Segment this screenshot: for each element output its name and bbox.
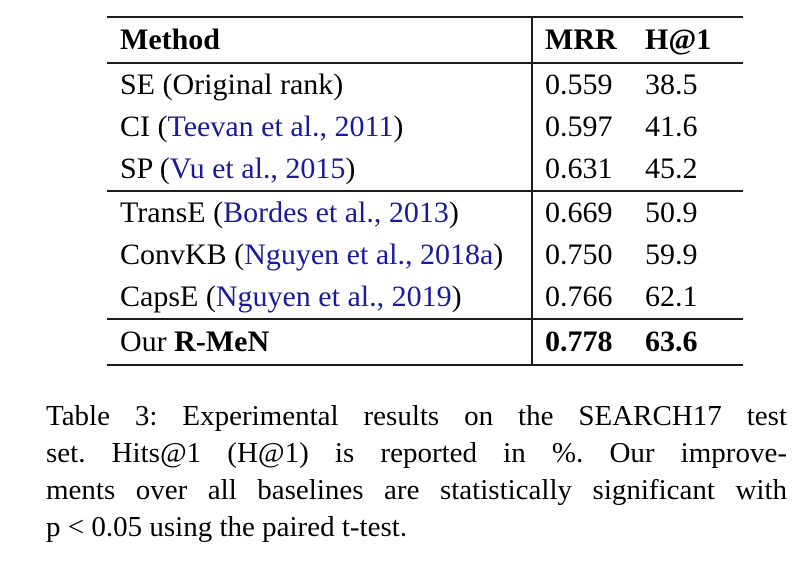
- h1-value: 63.6: [645, 325, 698, 358]
- caption-line: ments over all baselines are statistical…: [46, 474, 787, 506]
- header-method: Method: [107, 18, 533, 62]
- method-cell: CI (Teevan et al., 2011): [107, 106, 533, 148]
- method-name: SP (Vu et al., 2015): [120, 152, 355, 186]
- method-cell: TransE (Bordes et al., 2013): [107, 192, 533, 234]
- mrr-value: 0.597: [545, 110, 613, 143]
- mrr-value: 0.559: [545, 68, 613, 101]
- method-text: ): [393, 110, 404, 143]
- method-cell: SP (Vu et al., 2015): [107, 148, 533, 190]
- method-text: TransE (: [120, 196, 224, 229]
- citation-link[interactable]: Teevan et al., 2011: [167, 110, 394, 143]
- caption-line: set. Hits@1 (H@1) is reported in %. Our …: [46, 437, 787, 469]
- method-text: CI (: [120, 110, 168, 143]
- citation-link[interactable]: Nguyen et al., 2019: [215, 280, 452, 313]
- table-row: CapsE (Nguyen et al., 2019) 0.766 62.1: [107, 276, 743, 318]
- method-cell: SE (Original rank): [107, 64, 533, 106]
- table-row: CI (Teevan et al., 2011) 0.597 41.6: [107, 106, 743, 148]
- citation-link[interactable]: Vu et al., 2015: [169, 152, 346, 185]
- method-text: ): [345, 152, 356, 185]
- caption-line: p < 0.05 using the paired t-test.: [46, 511, 408, 543]
- table-header-row: Method MRR H@1: [107, 18, 743, 64]
- table-body: SE (Original rank) 0.559 38.5 CI (Teevan et…: [107, 64, 743, 364]
- h1-value: 59.9: [645, 238, 698, 271]
- table-row: Our R-MeN 0.778 63.6: [107, 320, 743, 364]
- method-text: ConvKB (: [120, 238, 245, 271]
- table-group: Our R-MeN 0.778 63.6: [107, 320, 743, 364]
- results-table: Method MRR H@1 SE (Original rank) 0.559 38…: [107, 16, 743, 366]
- mrr-value: 0.669: [545, 196, 613, 229]
- table-row: SE (Original rank) 0.559 38.5: [107, 64, 743, 106]
- table-group: TransE (Bordes et al., 2013) 0.669 50.9 Con…: [107, 192, 743, 320]
- mrr-value: 0.631: [545, 152, 613, 185]
- method-cell: ConvKB (Nguyen et al., 2018a): [107, 234, 533, 276]
- citation-link[interactable]: Bordes et al., 2013: [223, 196, 449, 229]
- h1-value: 45.2: [645, 152, 698, 185]
- table-group: SE (Original rank) 0.559 38.5 CI (Teevan et…: [107, 64, 743, 192]
- method-name: SE (Original rank): [120, 68, 343, 102]
- method-text: Our: [120, 325, 175, 358]
- header-mrr: MRR: [545, 23, 617, 56]
- method-text: ): [451, 280, 462, 313]
- method-cell: Our R-MeN: [107, 320, 533, 364]
- method-name: TransE (Bordes et al., 2013): [120, 196, 459, 230]
- method-text: SP (: [120, 152, 170, 185]
- model-name-bold: R-MeN: [174, 325, 270, 358]
- method-name: Our R-MeN: [120, 325, 269, 359]
- method-text: ): [448, 196, 459, 229]
- method-text: SE (Original rank): [120, 68, 344, 101]
- mrr-value: 0.778: [545, 325, 613, 358]
- mrr-value: 0.766: [545, 280, 613, 313]
- h1-value: 62.1: [645, 280, 698, 313]
- table-row: SP (Vu et al., 2015) 0.631 45.2: [107, 148, 743, 190]
- method-name: ConvKB (Nguyen et al., 2018a): [120, 238, 503, 272]
- mrr-value: 0.750: [545, 238, 613, 271]
- method-name: CI (Teevan et al., 2011): [120, 110, 403, 144]
- table-caption: Table 3: Experimental results on the SEA…: [46, 398, 787, 546]
- header-h1: H@1: [645, 23, 712, 56]
- method-text: ): [493, 238, 504, 271]
- method-name: CapsE (Nguyen et al., 2019): [120, 280, 462, 314]
- h1-value: 50.9: [645, 196, 698, 229]
- caption-line: Table 3: Experimental results on the SEA…: [46, 400, 787, 432]
- table-row: ConvKB (Nguyen et al., 2018a) 0.750 59.9: [107, 234, 743, 276]
- h1-value: 38.5: [645, 68, 698, 101]
- method-cell: CapsE (Nguyen et al., 2019): [107, 276, 533, 318]
- h1-value: 41.6: [645, 110, 698, 143]
- citation-link[interactable]: Nguyen et al., 2018a: [244, 238, 494, 271]
- method-text: CapsE (: [120, 280, 216, 313]
- table-row: TransE (Bordes et al., 2013) 0.669 50.9: [107, 192, 743, 234]
